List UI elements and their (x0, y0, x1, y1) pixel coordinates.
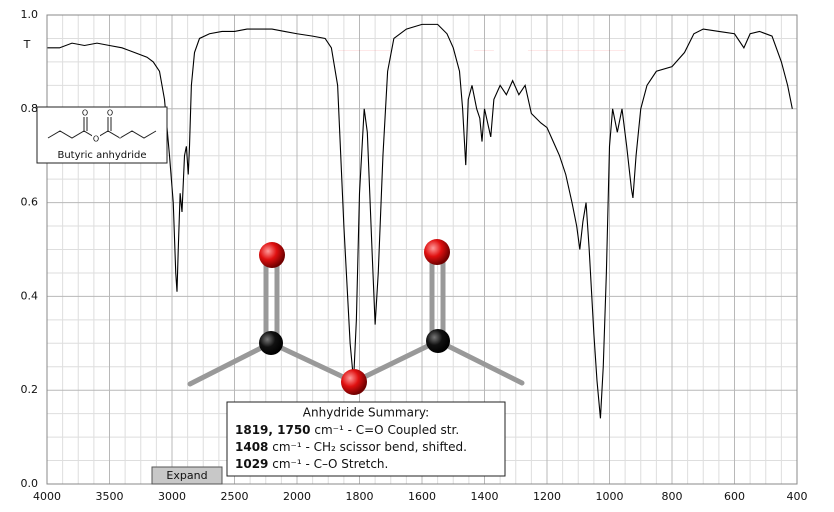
summary-line: 1819, 1750 cm⁻¹ - C=O Coupled str. (235, 423, 459, 437)
summary-text: cm⁻¹ - CH₂ scissor bend, shifted. (268, 440, 467, 454)
y-tick-label: 0.8 (21, 102, 39, 115)
y-tick-label: 0.6 (21, 196, 39, 209)
x-tick-label: 600 (724, 490, 745, 503)
summary-bold: 1819, 1750 (235, 423, 311, 437)
highlight-region (47, 24, 792, 418)
x-tick-label: 2500 (221, 490, 249, 503)
svg-text:O: O (93, 135, 99, 144)
x-tick-label: 1800 (346, 490, 374, 503)
x-tick-label: 400 (787, 490, 808, 503)
highlight-region (47, 24, 792, 418)
summary-line: 1029 cm⁻¹ - C–O Stretch. (235, 457, 388, 471)
x-tick-label: 1000 (596, 490, 624, 503)
x-tick-label: 1400 (471, 490, 499, 503)
summary-bold: 1408 (235, 440, 268, 454)
frame (46, 14, 798, 485)
summary-title: Anhydride Summary: (303, 406, 429, 420)
structure-inset: O O O Butyric anhydride (36, 106, 168, 164)
svg-text:O: O (107, 109, 113, 118)
svg-text:O: O (82, 109, 88, 118)
y-tick-label: 0.4 (21, 289, 39, 302)
y-tick-label: 1.0 (21, 8, 39, 21)
x-tick-label: 4000 (33, 490, 61, 503)
summary-text: cm⁻¹ - C=O Coupled str. (311, 423, 460, 437)
x-tick-label: 800 (662, 490, 683, 503)
y-axis-label: T (23, 38, 31, 51)
button-label[interactable]: Expand (166, 469, 207, 482)
x-tick-label: 3000 (158, 490, 186, 503)
x-tick-label: 2000 (283, 490, 311, 503)
x-tick-label: 3500 (96, 490, 124, 503)
button-face[interactable] (151, 466, 223, 485)
y-tick-label: 0.2 (21, 383, 39, 396)
expand-button[interactable]: Expand (151, 466, 223, 485)
highlight-region (47, 24, 792, 418)
x-tick-label: 1200 (533, 490, 561, 503)
summary-text: cm⁻¹ - C–O Stretch. (268, 457, 388, 471)
summary-bold: 1029 (235, 457, 268, 471)
molecule-model (187, 239, 525, 395)
y-tick-label: 0.0 (21, 477, 39, 490)
structure-label: Butyric anhydride (57, 150, 146, 161)
summary-box: Anhydride Summary: 1819, 1750 cm⁻¹ - C=O… (226, 401, 506, 477)
x-tick-label: 1600 (408, 490, 436, 503)
spectrum-line (47, 23, 793, 419)
summary-line: 1408 cm⁻¹ - CH₂ scissor bend, shifted. (235, 440, 467, 454)
highlights (47, 24, 792, 418)
spectrum (47, 23, 793, 419)
plot-frame (46, 14, 798, 485)
